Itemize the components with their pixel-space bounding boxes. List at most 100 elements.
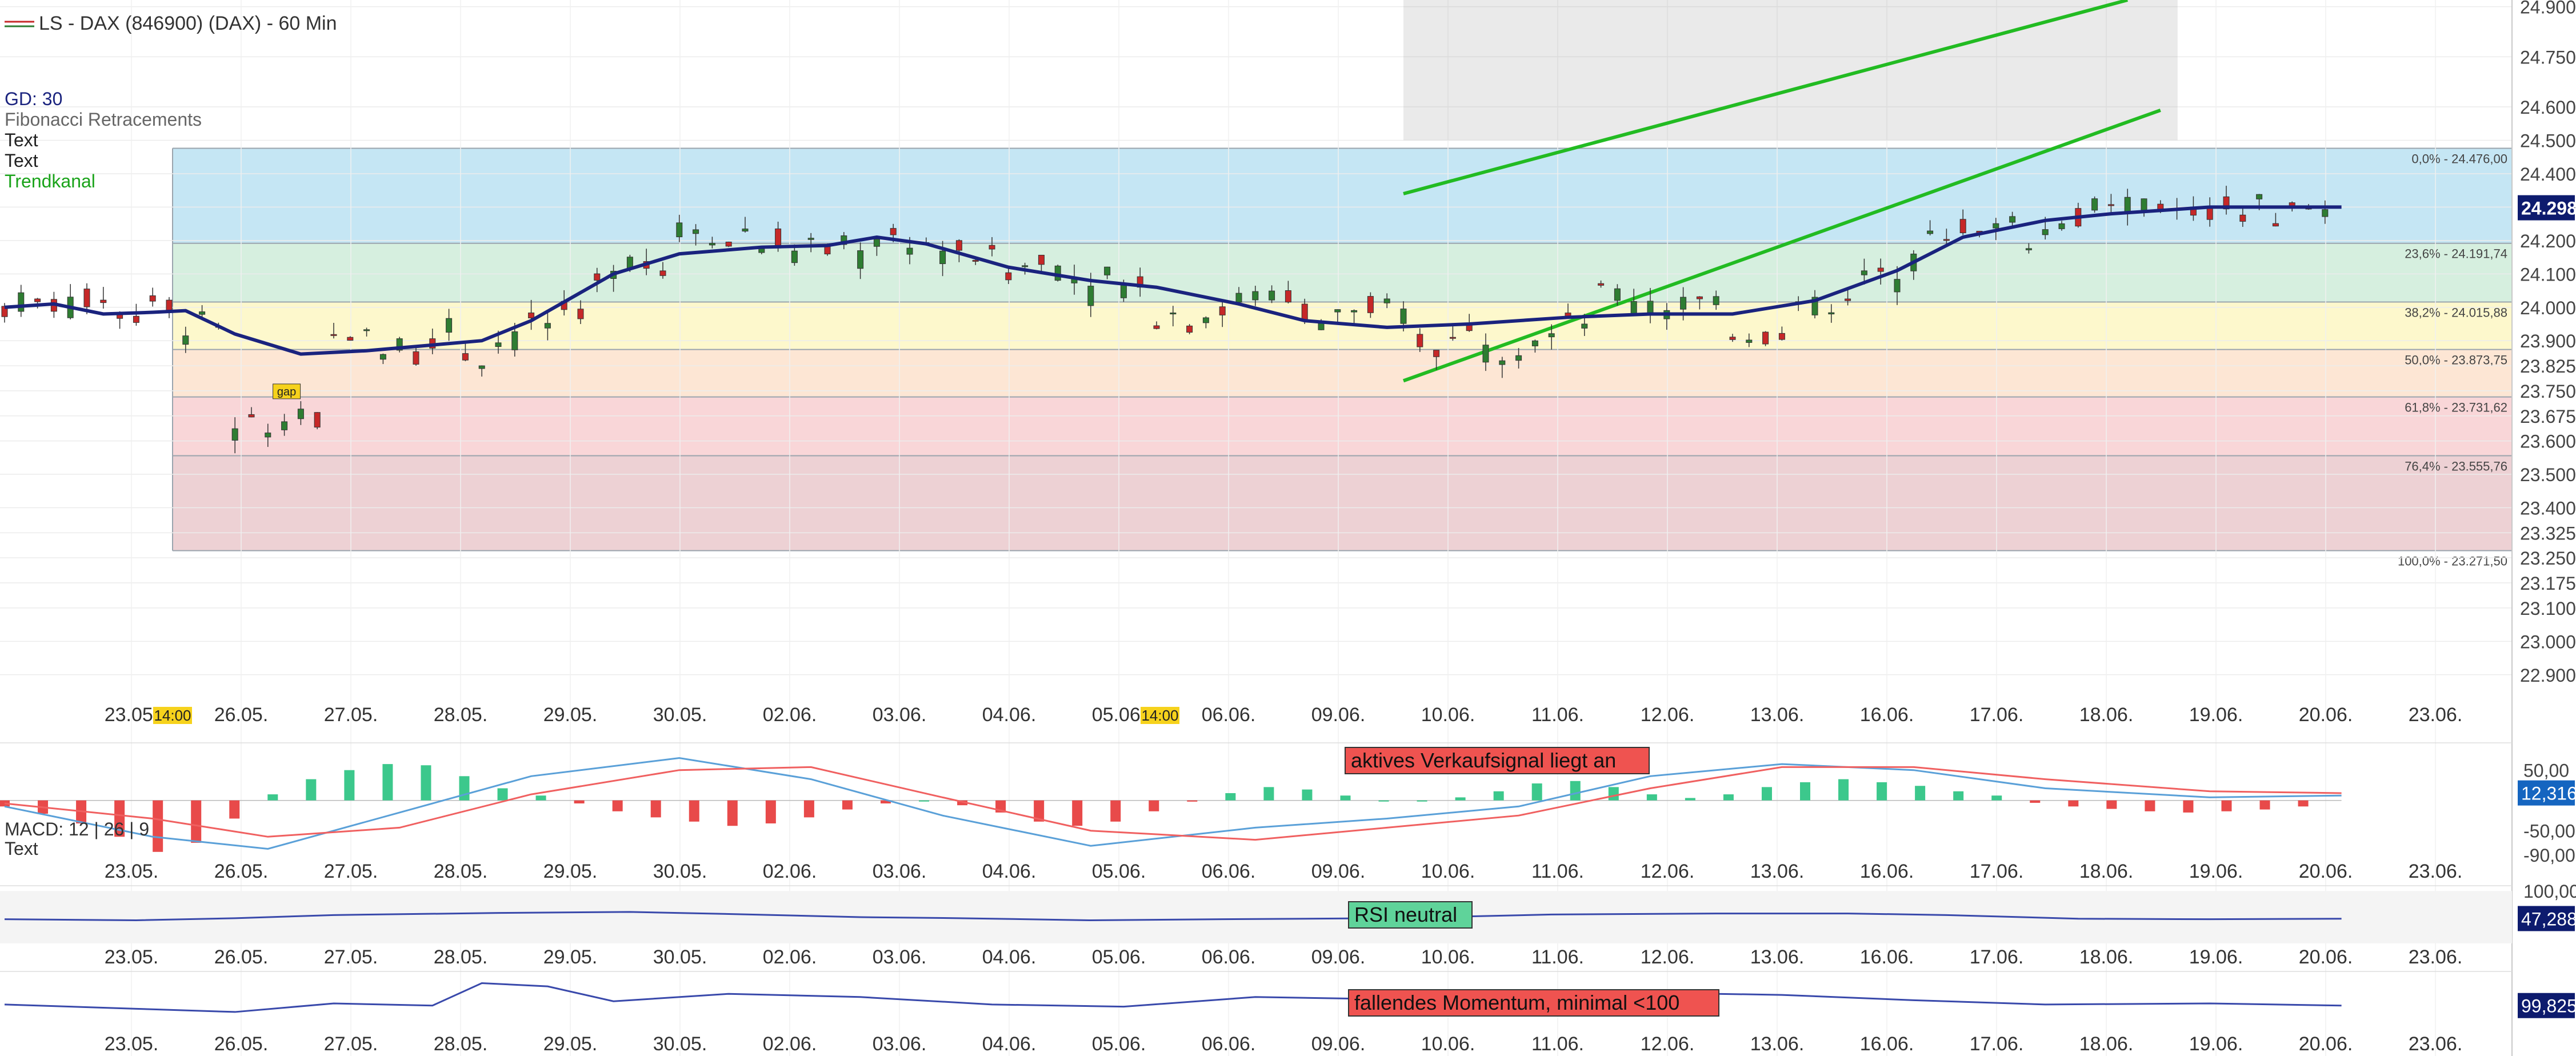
candle-body <box>1482 345 1489 363</box>
x-tick-label-3-10: 06.06. <box>1202 1033 1256 1055</box>
macd-histogram-bar <box>2068 800 2079 807</box>
candle-body <box>2107 204 2114 206</box>
y-tick-label-16: 23.325 <box>2520 523 2576 543</box>
candle-body <box>297 409 304 419</box>
macd-histogram-bar <box>2221 800 2232 811</box>
candle-body <box>1285 290 1291 303</box>
candle-body <box>2091 198 2098 211</box>
x-tick-label-2-6: 02.06. <box>763 946 817 968</box>
macd-histogram-bar <box>1991 795 2002 801</box>
candle-body <box>2058 223 2065 229</box>
candle-body <box>379 354 386 360</box>
candle-body <box>659 270 666 276</box>
candle-body <box>1943 239 1950 241</box>
macd-histogram-bar <box>2030 800 2041 803</box>
momentum-line <box>4 982 2342 1013</box>
x-tick-label-2-14: 12.06. <box>1641 946 1695 968</box>
macd-histogram-bar <box>919 800 930 802</box>
momentum-last-value-box <box>2518 993 2575 1018</box>
macd-last-value-box <box>2518 780 2575 806</box>
candle-body <box>330 334 337 336</box>
candle-body <box>1449 337 1456 339</box>
macd-histogram-bar <box>1800 782 1811 801</box>
x-tick-label-3-15: 13.06. <box>1750 1033 1805 1055</box>
x-tick-label-1-8: 04.06. <box>982 861 1037 882</box>
candle-body <box>1087 286 1094 306</box>
candle-body <box>1647 301 1654 314</box>
fib-zone-2 <box>173 302 2512 350</box>
x-tick-label-1-19: 19.06. <box>2189 861 2243 882</box>
x-tick-label-2-2: 27.05. <box>324 946 378 968</box>
candle-body <box>478 365 485 369</box>
macd-histogram-bar <box>957 800 968 806</box>
candle-body <box>1762 331 1769 345</box>
x-tick-label-0-21: 23.06. <box>2409 704 2463 726</box>
macd-histogram-bar <box>1877 782 1887 801</box>
macd-histogram-bar <box>1110 800 1121 822</box>
macd-histogram-bar <box>650 800 661 818</box>
macd-histogram-bar <box>1263 787 1274 801</box>
macd-histogram-bar <box>2106 800 2117 809</box>
macd-signal-line <box>4 766 2342 841</box>
x-tick-label-0-14: 12.06. <box>1641 704 1695 726</box>
macd-histogram-bar <box>344 770 355 801</box>
gap-label: gap <box>277 386 296 398</box>
legend-line-3: Text <box>5 150 38 171</box>
x-tick-label-1-1: 26.05. <box>214 861 269 882</box>
macd-signal-text: aktives Verkaufsignal liegt an <box>1351 749 1616 772</box>
candle-body <box>577 309 584 319</box>
candle-body <box>873 239 880 247</box>
fib-level-label-5: 76,4% - 23.555,76 <box>2405 459 2507 473</box>
x-tick-label-3-14: 12.06. <box>1641 1033 1695 1055</box>
candle-body <box>2223 196 2230 210</box>
macd-histogram-bar <box>1302 789 1313 801</box>
x-tick-label-3-2: 27.05. <box>324 1033 378 1055</box>
macd-histogram-bar <box>803 800 814 818</box>
y-tick-label-11: 23.750 <box>2520 381 2576 402</box>
candle-body <box>2042 229 2049 235</box>
x-tick-label-1-13: 11.06. <box>1531 861 1584 882</box>
x-tick-label-3-6: 02.06. <box>763 1033 817 1055</box>
candle-body <box>83 289 90 307</box>
x-tick-label-1-20: 20.06. <box>2299 861 2353 882</box>
fib-level-label-2: 38,2% - 24.015,88 <box>2405 305 2507 319</box>
last-price-box <box>2518 195 2575 221</box>
candle-body <box>1005 272 1012 281</box>
candle-body <box>2272 223 2279 227</box>
macd-y-tick-label-0: 50,00 <box>2523 761 2569 781</box>
candle-body <box>1269 290 1275 301</box>
candle-body <box>1713 296 1719 305</box>
momentum-signal-badge <box>1348 989 1719 1017</box>
macd-histogram-bar <box>1072 800 1083 826</box>
momentum-panel: 99,825 fallendes Momentum, minimal <100 <box>0 971 2576 1018</box>
candle-body <box>2124 197 2131 213</box>
y-tick-label-10: 23.825 <box>2520 356 2576 377</box>
x-tick-label-0-12: 10.06. <box>1421 704 1475 726</box>
x-tick-label-0-19: 19.06. <box>2189 704 2243 726</box>
fib-level-label-0: 0,0% - 24.476,00 <box>2411 152 2507 166</box>
candle-body <box>1598 283 1605 286</box>
candle-body <box>824 246 831 254</box>
x-tick-label-0-10: 06.06. <box>1202 704 1256 726</box>
candle-body <box>413 351 419 365</box>
x-tick-label-0-16: 16.06. <box>1860 704 1914 726</box>
x-tick-label-2-8: 04.06. <box>982 946 1037 968</box>
x-tick-label-3-7: 03.06. <box>873 1033 927 1055</box>
x-tick-label-3-18: 18.06. <box>2079 1033 2134 1055</box>
candle-body <box>528 313 535 318</box>
fib-zone-1 <box>173 243 2512 302</box>
rsi-signal-badge <box>1348 901 1473 929</box>
x-tick-label-0-9: 05.06. <box>1092 704 1146 726</box>
y-tick-label-4: 24.400 <box>2520 164 2576 185</box>
macd-histogram-bar <box>1417 800 1427 802</box>
x-tick-label-1-10: 06.06. <box>1202 861 1256 882</box>
session-marker-badge-1 <box>1141 707 1179 724</box>
legend-line-4: Trendkanal <box>5 171 95 191</box>
candle-body <box>1202 317 1209 323</box>
candle-body <box>709 243 715 246</box>
fib-zone-5 <box>173 455 2512 551</box>
candle-body <box>2256 194 2263 199</box>
x-tick-label-2-10: 06.06. <box>1202 946 1256 968</box>
y-tick-label-12: 23.675 <box>2520 406 2576 427</box>
